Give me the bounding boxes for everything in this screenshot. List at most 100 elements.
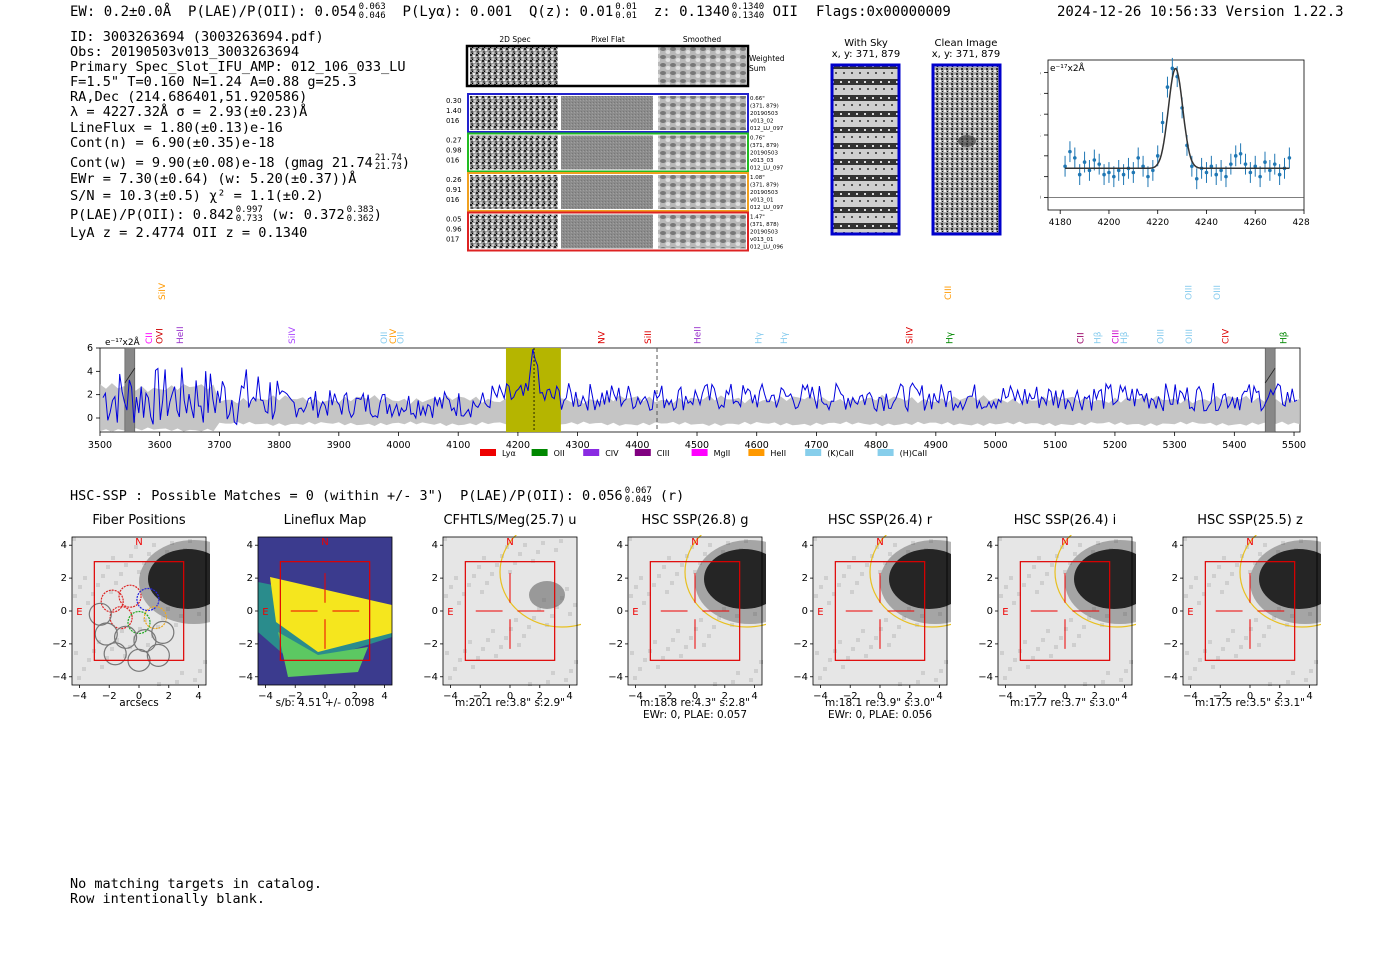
fit-point	[1238, 151, 1243, 156]
col-flat-title: Pixel Flat	[591, 35, 625, 44]
xtick-label: 4	[751, 691, 757, 702]
fit-point	[1268, 168, 1272, 173]
panel-footer: s/b: 4.51 +/- 0.098	[225, 697, 425, 709]
ytick-label: 0	[247, 606, 253, 617]
noise-pixel	[629, 594, 633, 598]
noise-pixel	[713, 682, 717, 686]
ytick-label: 2	[61, 573, 67, 584]
fit-point	[1082, 160, 1087, 164]
fit-ytick-label: 0	[1040, 194, 1041, 204]
fit-point	[1097, 162, 1101, 166]
xtick-label: 4	[936, 691, 942, 702]
spec-xtick-label: 5500	[1282, 440, 1306, 451]
catalog-line2: Row intentionally blank.	[70, 890, 266, 907]
panel-footer-line2: EWr: 0, PLAE: 0.057	[642, 709, 748, 721]
spec-xtick-label: 5400	[1222, 440, 1246, 451]
noise-pixel	[906, 550, 910, 554]
flux-hot	[270, 577, 392, 652]
panel-title: HSC SSP(25.5) z	[1197, 513, 1303, 528]
noise-pixel	[106, 565, 110, 569]
noise-pixel	[911, 541, 915, 545]
north-label: N	[321, 537, 328, 548]
noise-pixel	[1262, 634, 1266, 638]
noise-pixel	[855, 581, 859, 585]
ytick-label: 2	[617, 573, 623, 584]
fit-point	[1165, 85, 1170, 89]
noise-pixel	[1003, 676, 1007, 680]
fit-xtick-label: 4200	[1097, 218, 1120, 228]
panel-footer-line1: m:17.7 re:3.7" s:3.0"	[1010, 697, 1120, 709]
noise-pixel	[1068, 561, 1072, 565]
row-flat-image	[561, 175, 653, 209]
noise-pixel	[656, 665, 660, 669]
line-label: OVI	[156, 328, 166, 344]
noise-pixel	[754, 669, 758, 673]
noise-pixel	[693, 570, 697, 574]
row-note: 0.76"	[750, 136, 765, 142]
noise-pixel	[78, 585, 82, 589]
noise-pixel	[491, 629, 495, 633]
spec-axes: 3500 3600 3700 3800 3900 4000 4100 4200 4300 4400…	[87, 343, 1306, 451]
xtick-label: 2	[537, 691, 543, 702]
noise-pixel	[856, 638, 860, 642]
row-value: 0.27	[446, 137, 462, 145]
noise-pixel	[74, 651, 78, 655]
row-note: 1.47"	[750, 215, 765, 221]
fit-point	[1112, 174, 1116, 179]
line-label: CIV	[389, 328, 399, 344]
noise-pixel	[157, 682, 161, 686]
noise-pixel	[87, 658, 91, 662]
galaxy-halo	[1065, 540, 1136, 624]
noise-pixel	[1064, 627, 1068, 631]
noise-pixel	[1226, 638, 1230, 642]
ytick-label: 2	[802, 573, 808, 584]
noise-pixel	[188, 539, 192, 543]
legend-label: CIV	[605, 449, 619, 458]
noise-pixel	[902, 616, 906, 620]
fit-point	[1219, 168, 1223, 173]
aperture-ellipse	[684, 535, 766, 628]
info-lineflux: LineFlux = 1.80(±0.13)e-16	[70, 119, 283, 136]
row-2d-image	[470, 96, 558, 130]
noise-pixel	[736, 671, 740, 675]
panel-image: N E −4 −4 −2 −2 0 0 2 2 4 4	[608, 535, 766, 702]
line-label: OII	[396, 332, 406, 344]
fit-point	[1287, 156, 1292, 160]
fit-plot-area	[1047, 59, 1305, 211]
noise-pixel	[1286, 680, 1290, 684]
noise-pixel	[897, 625, 901, 629]
row-note: v013_01	[750, 198, 774, 204]
selection-box	[1204, 561, 1296, 661]
fit-points	[1063, 57, 1292, 190]
noise-pixel	[133, 636, 137, 640]
noise-pixel	[707, 634, 711, 638]
noise-pixel	[667, 556, 671, 560]
noise-pixel	[630, 651, 634, 655]
line-label: Hγ	[946, 331, 956, 344]
info-contn: Cont(n) = 6.90(±0.35)e-18	[70, 134, 275, 151]
spec-xtick-label: 3800	[267, 440, 291, 451]
noise-pixel	[852, 556, 856, 560]
hsc-summary: HSC-SSP : Possible Matches = 0 (within +…	[70, 487, 684, 505]
row-value: 1.40	[446, 107, 462, 115]
noise-pixel	[702, 643, 706, 647]
noise-pixel	[676, 629, 680, 633]
noise-pixel	[837, 583, 841, 587]
noise-pixel	[1222, 556, 1226, 560]
panel-title: Fiber Positions	[92, 513, 186, 528]
spec-xtick-label: 4600	[745, 440, 769, 451]
noise-pixel	[1244, 636, 1248, 640]
spec-xtick-label: 3600	[148, 440, 172, 451]
noise-pixel	[528, 682, 532, 686]
ytick-label: −4	[793, 672, 808, 683]
east-label: E	[1187, 607, 1193, 618]
row-smooth-image	[658, 135, 746, 170]
ytick-label: 2	[987, 573, 993, 584]
noise-pixel	[101, 574, 105, 578]
ytick-label: −2	[423, 639, 438, 650]
fit-point	[1121, 172, 1126, 177]
noise-pixel	[679, 654, 683, 658]
noise-pixel	[1004, 585, 1008, 589]
ytick-label: −4	[52, 672, 67, 683]
noise-pixel	[1046, 629, 1050, 633]
